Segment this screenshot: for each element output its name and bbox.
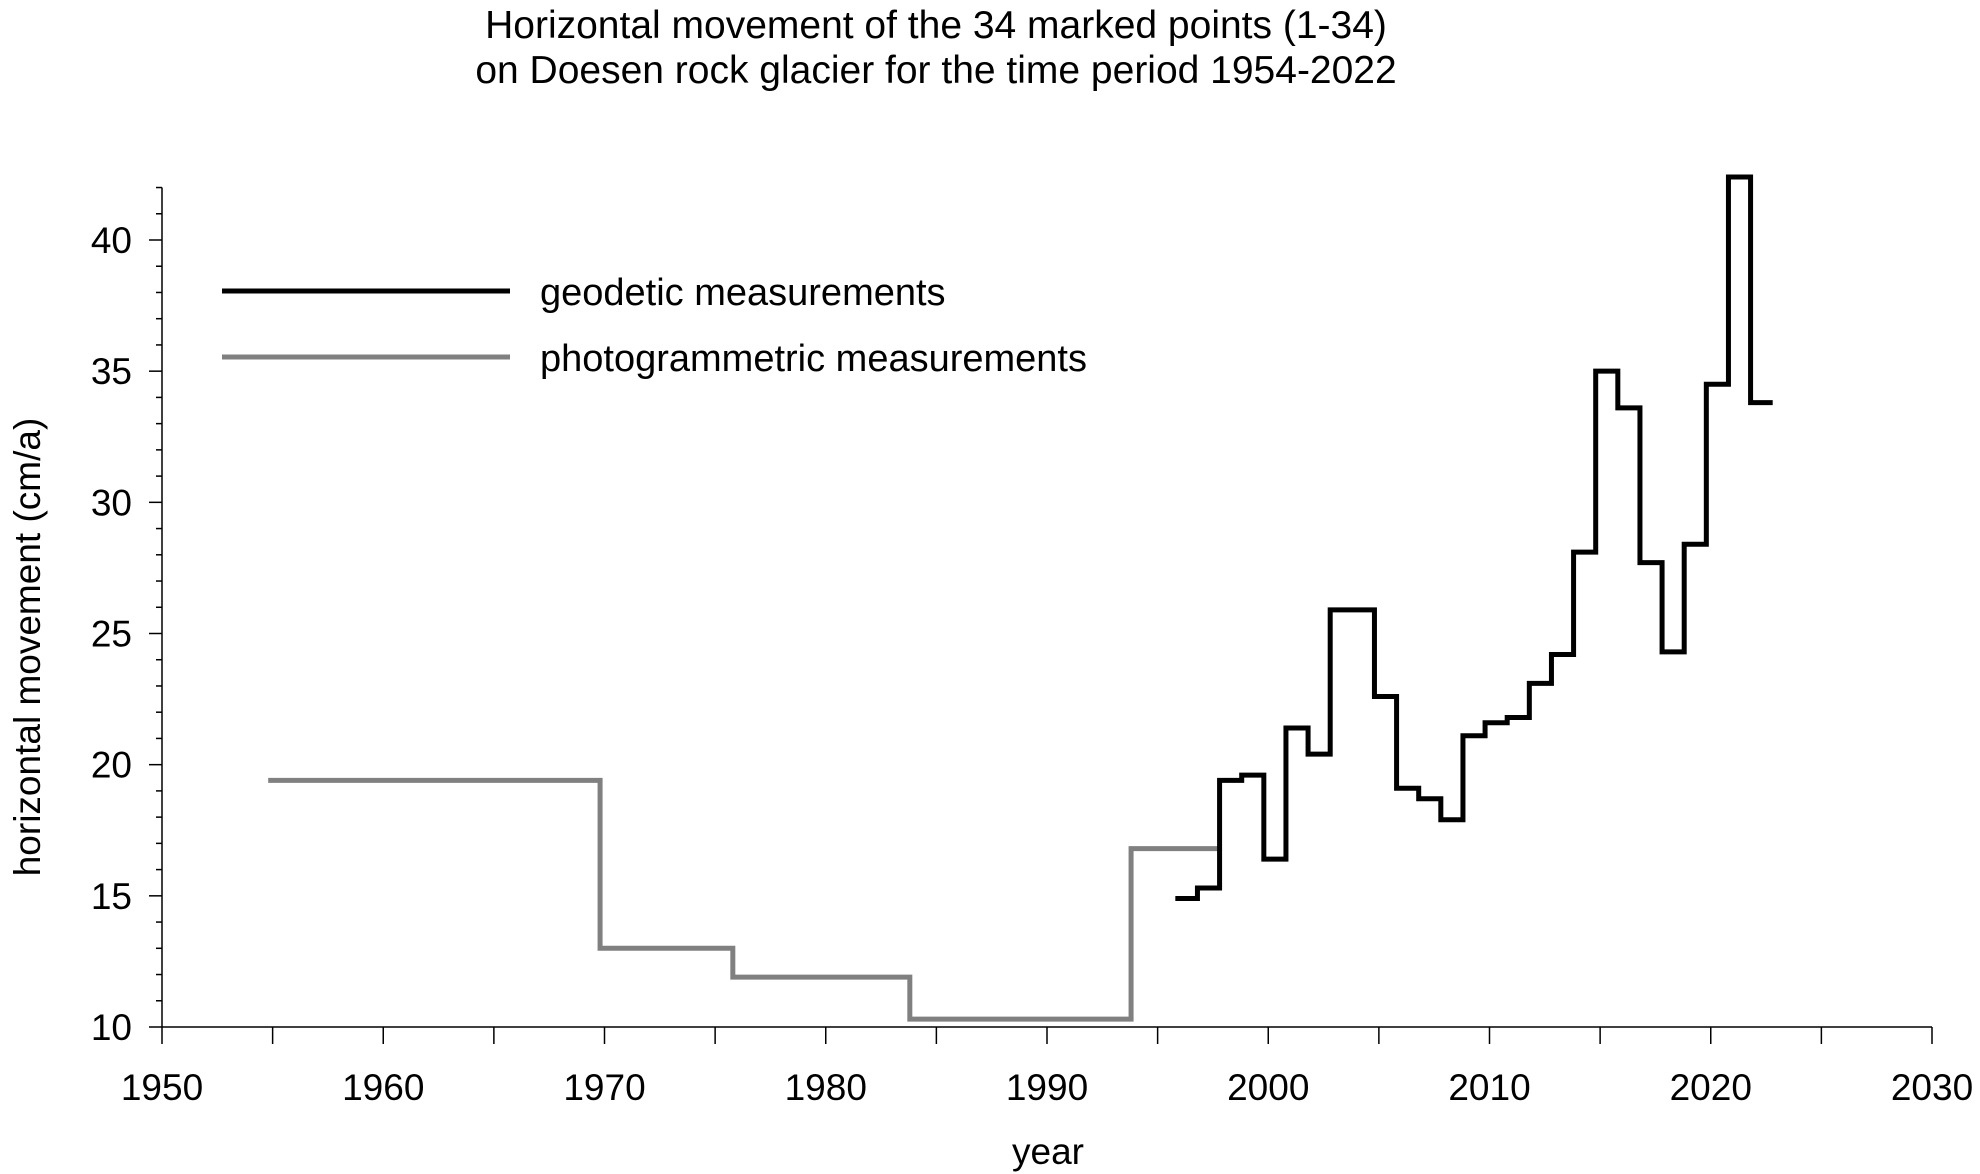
x-tick-label: 2010	[1448, 1067, 1530, 1108]
x-tick-label: 2020	[1670, 1067, 1752, 1108]
chart-title-line-1: Horizontal movement of the 34 marked poi…	[485, 4, 1387, 47]
y-tick-label: 25	[91, 614, 132, 655]
series-layer	[268, 174, 1773, 1022]
y-tick-label: 20	[91, 745, 132, 786]
y-axis-label: horizontal movement (cm/a)	[7, 418, 48, 877]
legend: geodetic measurements photogrammetric me…	[222, 272, 1087, 380]
x-tick-label: 1950	[121, 1067, 203, 1108]
x-tick-label: 1980	[785, 1067, 867, 1108]
chart-title-line-2: on Doesen rock glacier for the time peri…	[475, 49, 1396, 92]
x-axis-label: year	[1012, 1131, 1084, 1172]
series-line-photogrammetric	[268, 777, 1220, 1022]
x-tick-label: 2000	[1227, 1067, 1309, 1108]
y-tick-label: 10	[91, 1007, 132, 1048]
x-tick-label: 1960	[342, 1067, 424, 1108]
y-tick-label: 30	[91, 482, 132, 523]
y-tick-label: 15	[91, 876, 132, 917]
legend-label-photogrammetric: photogrammetric measurements	[540, 338, 1087, 380]
x-tick-label: 1970	[563, 1067, 645, 1108]
x-tick-label: 2030	[1891, 1067, 1973, 1108]
y-tick-label: 35	[91, 351, 132, 392]
x-tick-label: 1990	[1006, 1067, 1088, 1108]
legend-label-geodetic: geodetic measurements	[540, 272, 946, 314]
axes: 1950 1960 1970 1980 1990 2000 2010 2020 20301015…	[91, 186, 1973, 1108]
series-line-geodetic	[1175, 174, 1773, 901]
y-tick-label: 40	[91, 220, 132, 261]
